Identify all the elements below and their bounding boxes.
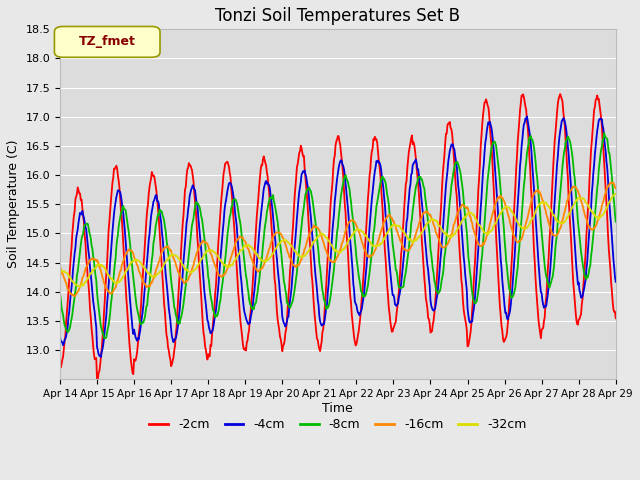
Legend: -2cm, -4cm, -8cm, -16cm, -32cm: -2cm, -4cm, -8cm, -16cm, -32cm	[144, 413, 531, 436]
Y-axis label: Soil Temperature (C): Soil Temperature (C)	[7, 140, 20, 268]
Title: Tonzi Soil Temperatures Set B: Tonzi Soil Temperatures Set B	[215, 7, 460, 25]
X-axis label: Time: Time	[323, 402, 353, 415]
Text: TZ_fmet: TZ_fmet	[79, 36, 136, 48]
FancyBboxPatch shape	[54, 26, 160, 57]
